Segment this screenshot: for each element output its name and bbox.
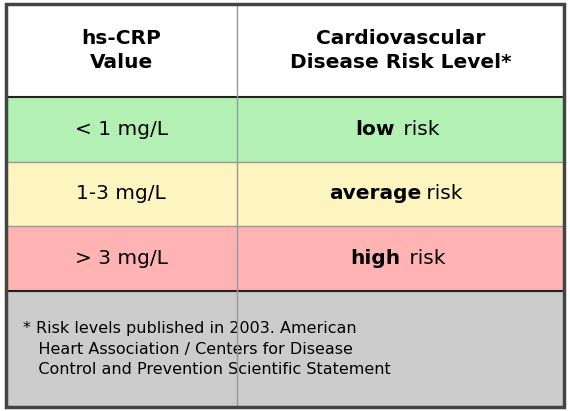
Text: hs-CRP
Value: hs-CRP Value: [81, 29, 161, 72]
Bar: [6, 4, 564, 97]
Text: risk: risk: [420, 185, 463, 203]
Text: high: high: [350, 249, 400, 268]
Text: 1-3 mg/L: 1-3 mg/L: [76, 185, 166, 203]
Bar: [6, 226, 564, 291]
Text: * Risk levels published in 2003. American
   Heart Association / Centers for Dis: * Risk levels published in 2003. America…: [23, 321, 390, 377]
Text: risk: risk: [402, 249, 445, 268]
Text: risk: risk: [397, 120, 439, 139]
Text: average: average: [329, 185, 421, 203]
Text: low: low: [356, 120, 395, 139]
Text: > 3 mg/L: > 3 mg/L: [75, 249, 168, 268]
Bar: [6, 97, 564, 162]
Text: Cardiovascular
Disease Risk Level*: Cardiovascular Disease Risk Level*: [290, 29, 511, 72]
Bar: [6, 162, 564, 226]
Bar: [6, 291, 564, 407]
Text: < 1 mg/L: < 1 mg/L: [75, 120, 168, 139]
